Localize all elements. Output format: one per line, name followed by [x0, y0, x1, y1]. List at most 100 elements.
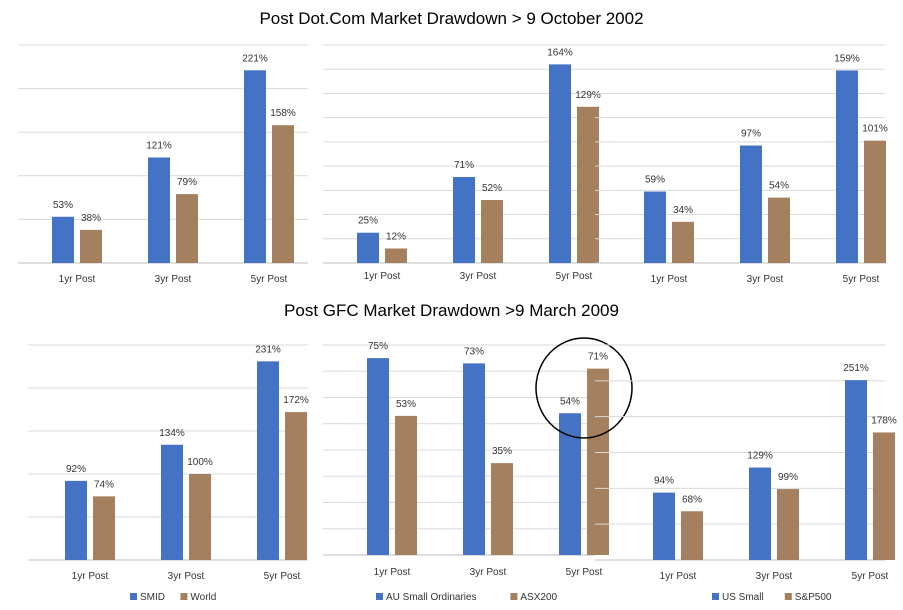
data-label: 129% [575, 90, 601, 101]
legend-label: SMID [140, 592, 165, 603]
bar [244, 70, 266, 264]
data-label: 221% [242, 53, 268, 64]
legend-swatch [376, 593, 383, 600]
bar [672, 221, 694, 263]
bar [148, 157, 170, 263]
bar [65, 480, 87, 560]
bar [385, 248, 407, 263]
data-label: 158% [270, 108, 296, 119]
data-label: 53% [53, 200, 73, 211]
data-label: 159% [834, 53, 860, 64]
data-label: 129% [747, 451, 773, 462]
data-label: 101% [862, 124, 888, 135]
category-label: 1yr Post [660, 571, 697, 582]
category-label: 5yr Post [852, 571, 889, 582]
data-label: 164% [547, 47, 573, 58]
bar [189, 474, 211, 560]
category-label: 5yr Post [566, 567, 603, 578]
category-label: 5yr Post [556, 271, 593, 282]
bar [491, 463, 513, 555]
category-label: 3yr Post [747, 274, 784, 285]
bar [864, 140, 886, 263]
data-label: 251% [843, 363, 869, 374]
category-label: 5yr Post [264, 571, 301, 582]
bottom-section-title: Post GFC Market Drawdown >9 March 2009 [284, 301, 619, 320]
legend-label: World [190, 592, 216, 603]
data-label: 178% [871, 415, 897, 426]
bar [257, 361, 279, 560]
data-label: 74% [94, 479, 114, 490]
legend-swatch [712, 593, 719, 600]
category-label: 3yr Post [470, 567, 507, 578]
top-section-title: Post Dot.Com Market Drawdown > 9 October… [259, 9, 644, 28]
category-label: 5yr Post [251, 274, 288, 285]
bar [80, 229, 102, 263]
category-label: 3yr Post [460, 271, 497, 282]
data-label: 121% [146, 140, 172, 151]
bar [357, 232, 379, 263]
data-label: 54% [560, 396, 580, 407]
data-label: 35% [492, 446, 512, 457]
bar [93, 496, 115, 560]
category-label: 1yr Post [651, 274, 688, 285]
bar [453, 177, 475, 263]
bar [644, 191, 666, 263]
bar [463, 363, 485, 555]
bar [272, 125, 294, 263]
category-label: 3yr Post [168, 571, 205, 582]
legend-swatch [130, 593, 137, 600]
data-label: 79% [177, 177, 197, 188]
legend-label: S&P500 [795, 592, 832, 603]
bar [587, 368, 609, 555]
bar [285, 412, 307, 560]
category-label: 1yr Post [59, 274, 96, 285]
legend-label: US Small [722, 592, 764, 603]
legend-swatch [510, 593, 518, 600]
data-label: 34% [673, 205, 693, 216]
data-label: 38% [81, 213, 101, 224]
data-label: 94% [654, 476, 674, 487]
data-label: 97% [741, 129, 761, 140]
bar [873, 432, 895, 560]
data-label: 54% [769, 181, 789, 192]
data-label: 59% [645, 175, 665, 186]
bar [653, 492, 675, 560]
data-label: 68% [682, 494, 702, 505]
bar [681, 511, 703, 560]
category-label: 1yr Post [72, 571, 109, 582]
data-label: 231% [255, 344, 281, 355]
data-label: 71% [454, 160, 474, 171]
bar [740, 145, 762, 263]
legend-swatch [180, 593, 188, 600]
bar [549, 64, 571, 263]
bar [481, 200, 503, 263]
bar [367, 358, 389, 555]
data-label: 75% [368, 341, 388, 352]
category-label: 3yr Post [155, 274, 192, 285]
bar [559, 413, 581, 555]
bar [176, 194, 198, 263]
bar [768, 197, 790, 263]
data-label: 100% [187, 457, 213, 468]
data-label: 71% [588, 352, 608, 363]
bar [395, 415, 417, 555]
data-label: 25% [358, 216, 378, 227]
data-label: 92% [66, 464, 86, 475]
legend-swatch [784, 593, 792, 600]
data-label: 134% [159, 428, 185, 439]
bar [836, 70, 858, 263]
data-label: 73% [464, 346, 484, 357]
bar [749, 467, 771, 560]
category-label: 1yr Post [374, 567, 411, 578]
data-label: 99% [778, 472, 798, 483]
annotation-circle [535, 337, 633, 439]
bar [845, 380, 867, 560]
category-label: 5yr Post [843, 274, 880, 285]
data-label: 12% [386, 231, 406, 242]
category-label: 1yr Post [364, 271, 401, 282]
bar [52, 216, 74, 263]
category-label: 3yr Post [756, 571, 793, 582]
legend-label: AU Small Ordinaries [386, 592, 477, 603]
bar [777, 489, 799, 560]
